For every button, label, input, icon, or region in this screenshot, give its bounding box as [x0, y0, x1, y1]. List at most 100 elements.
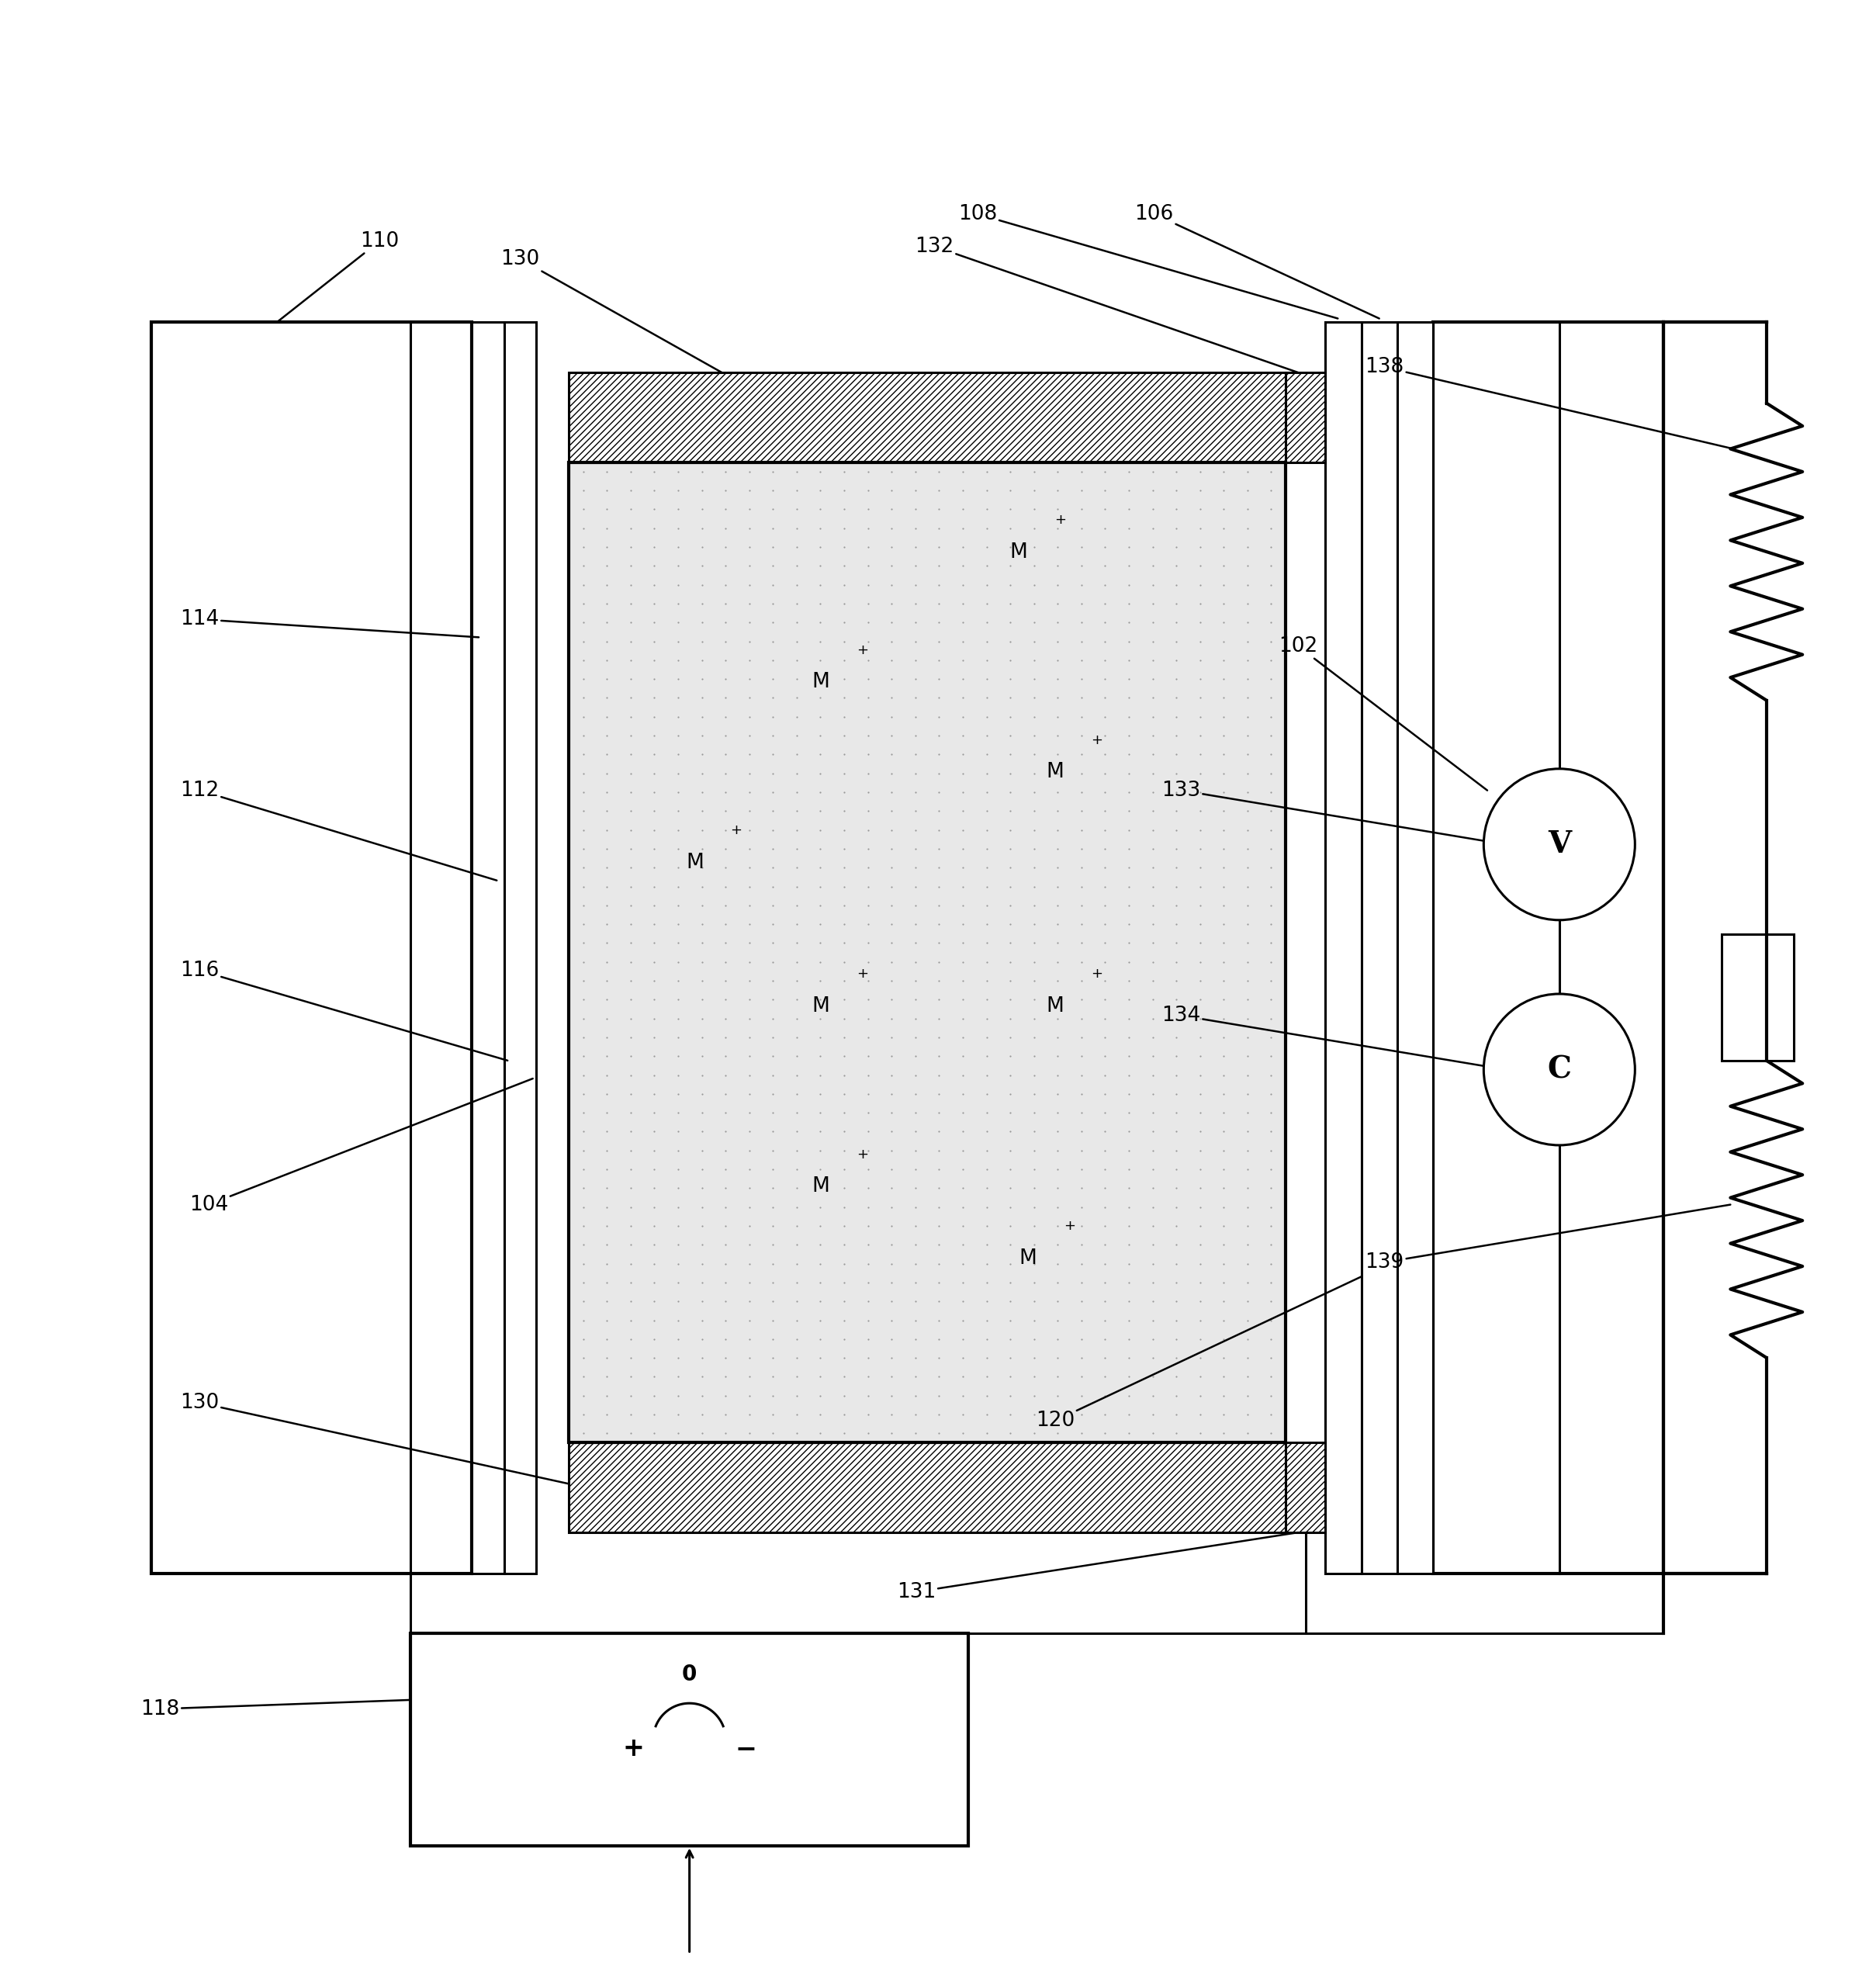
Point [947, 662, 977, 694]
Point [615, 1022, 645, 1054]
Point [876, 870, 906, 902]
Point [1161, 1380, 1191, 1412]
Point [662, 777, 692, 809]
Point [1186, 457, 1216, 488]
Point [782, 720, 812, 751]
Point [1161, 1323, 1191, 1354]
Point [972, 832, 1002, 864]
Point [947, 569, 977, 601]
Point [1114, 1267, 1144, 1299]
Point [1066, 1172, 1096, 1204]
Point [972, 512, 1002, 544]
Point [662, 757, 692, 789]
Point [593, 739, 623, 771]
Point [829, 645, 859, 676]
Point [1257, 1267, 1287, 1299]
Point [1090, 457, 1120, 488]
Point [711, 1380, 741, 1412]
Point [711, 1418, 741, 1449]
Point [568, 1022, 598, 1054]
Point [734, 965, 764, 996]
Point [1186, 1380, 1216, 1412]
Point [1066, 550, 1096, 581]
Point [1257, 494, 1287, 526]
Point [1137, 795, 1167, 826]
Point [568, 720, 598, 751]
Point [1066, 1153, 1096, 1184]
Point [1208, 927, 1238, 959]
Point [972, 1153, 1002, 1184]
Point [1257, 645, 1287, 676]
Point [734, 985, 764, 1016]
Point [1066, 682, 1096, 714]
Point [805, 1418, 835, 1449]
Point [1019, 947, 1049, 979]
Point [782, 870, 812, 902]
Point [994, 1267, 1024, 1299]
Point [1043, 1342, 1073, 1374]
Point [593, 1002, 623, 1034]
Text: +: + [1054, 514, 1066, 528]
Point [734, 1342, 764, 1374]
Point [1019, 1247, 1049, 1279]
Point [947, 890, 977, 921]
Point [615, 985, 645, 1016]
Point [687, 907, 717, 939]
Point [854, 1360, 884, 1392]
Point [1161, 832, 1191, 864]
Point [829, 1192, 859, 1224]
Point [1066, 1210, 1096, 1242]
Point [876, 1323, 906, 1354]
Point [568, 1285, 598, 1317]
Point [568, 494, 598, 526]
Point [1257, 1172, 1287, 1204]
Text: −: − [735, 1736, 756, 1762]
Point [687, 852, 717, 884]
Point [1114, 457, 1144, 488]
Point [1137, 1153, 1167, 1184]
Point [829, 1210, 859, 1242]
Point [900, 587, 930, 619]
Point [876, 927, 906, 959]
Point [1066, 795, 1096, 826]
Point [1114, 1097, 1144, 1129]
Point [758, 1002, 788, 1034]
Point [568, 947, 598, 979]
Point [1043, 457, 1073, 488]
Point [1233, 457, 1263, 488]
Point [640, 1040, 670, 1072]
Point [1019, 907, 1049, 939]
Point [1233, 720, 1263, 751]
Point [593, 607, 623, 639]
Point [640, 1380, 670, 1412]
Point [1043, 777, 1073, 809]
Point [876, 947, 906, 979]
Point [615, 1135, 645, 1166]
Point [805, 1135, 835, 1166]
Point [1090, 1135, 1120, 1166]
Point [734, 494, 764, 526]
Point [1257, 587, 1287, 619]
Point [1137, 1323, 1167, 1354]
Point [593, 832, 623, 864]
Point [734, 607, 764, 639]
Point [1043, 852, 1073, 884]
Point [805, 474, 835, 506]
Point [1090, 852, 1120, 884]
Point [876, 1040, 906, 1072]
Point [615, 607, 645, 639]
Point [711, 1135, 741, 1166]
Point [1137, 662, 1167, 694]
Point [758, 1398, 788, 1429]
Point [568, 1097, 598, 1129]
Point [711, 1360, 741, 1392]
Point [734, 1172, 764, 1204]
Point [711, 532, 741, 563]
Point [947, 1172, 977, 1204]
Point [1186, 474, 1216, 506]
Point [734, 947, 764, 979]
Point [876, 607, 906, 639]
Point [1043, 1267, 1073, 1299]
Point [876, 1305, 906, 1336]
Point [1114, 965, 1144, 996]
